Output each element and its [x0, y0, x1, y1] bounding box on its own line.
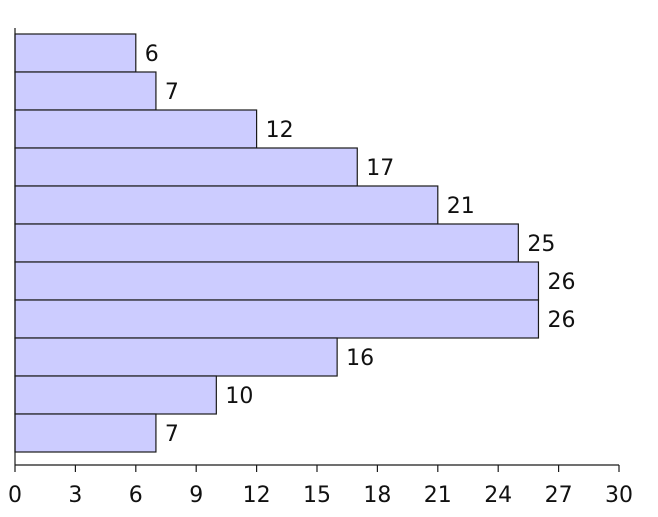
data-label-1: 7: [165, 80, 179, 105]
x-tick-label-5: 15: [303, 483, 331, 508]
x-tick-label-1: 3: [68, 483, 82, 508]
x-ticks-group: 0 3 6 9 12 15 18 21 24 27 30: [8, 465, 633, 508]
x-tick-label-8: 24: [484, 483, 512, 508]
bars-group: [14, 33, 540, 453]
x-tick-label-2: 6: [129, 483, 143, 508]
x-tick-label-3: 9: [189, 483, 203, 508]
x-tick-label-10: 30: [605, 483, 633, 508]
bar-5: [14, 223, 519, 263]
data-label-5: 25: [527, 232, 555, 257]
data-label-8: 16: [346, 346, 374, 371]
bar-0: [14, 33, 137, 73]
bar-4: [14, 185, 439, 225]
bar-3: [14, 147, 358, 187]
bar-10: [14, 413, 157, 453]
bar-2: [14, 109, 258, 149]
x-tick-label-4: 12: [243, 483, 271, 508]
x-tick-label-0: 0: [8, 483, 22, 508]
data-label-10: 7: [165, 422, 179, 447]
data-label-0: 6: [145, 42, 159, 67]
bar-6: [14, 261, 540, 301]
data-label-9: 10: [225, 384, 253, 409]
data-label-3: 17: [366, 156, 394, 181]
bar-9: [14, 375, 217, 415]
data-label-2: 12: [266, 118, 294, 143]
x-tick-label-6: 18: [363, 483, 391, 508]
data-label-6: 26: [547, 270, 575, 295]
data-label-4: 21: [447, 194, 475, 219]
x-tick-label-9: 27: [545, 483, 573, 508]
x-tick-label-7: 21: [424, 483, 452, 508]
bar-7: [14, 299, 540, 339]
data-label-7: 26: [547, 308, 575, 333]
bar-1: [14, 71, 157, 111]
bar-8: [14, 337, 338, 377]
